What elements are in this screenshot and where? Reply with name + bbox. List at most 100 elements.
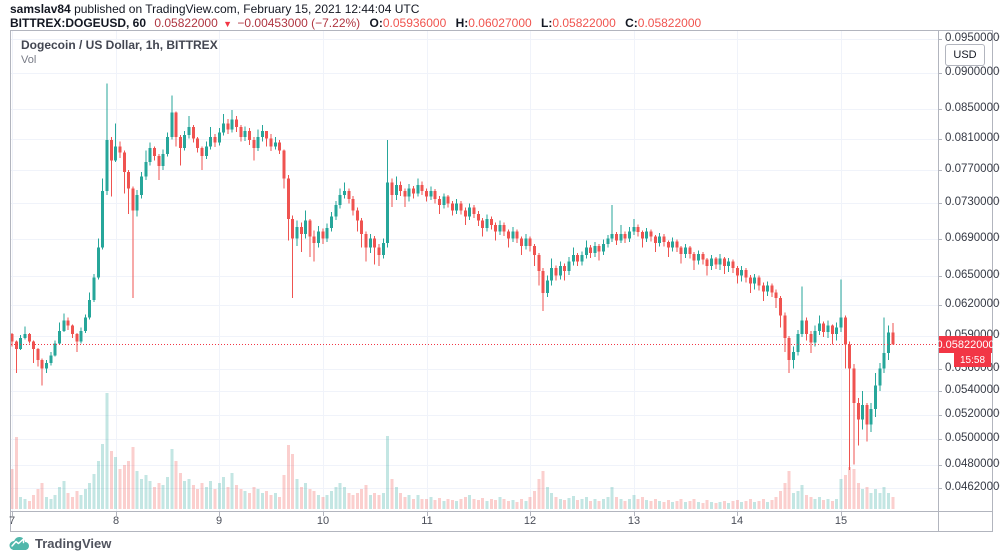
volume-bar [502, 499, 506, 509]
candle-body [649, 231, 653, 237]
candle-wick [300, 222, 302, 253]
close-value: 0.05822000 [637, 16, 702, 30]
candle-body [614, 234, 618, 241]
candlestick-chart-canvas[interactable] [11, 31, 938, 511]
candle-body [545, 280, 549, 294]
candle-wick [378, 243, 380, 267]
candle-body [368, 238, 372, 248]
candle-body [576, 255, 580, 262]
volume-bar [468, 495, 472, 509]
candle-wick [857, 398, 859, 446]
candle-body [532, 245, 536, 255]
volume-bar [200, 483, 204, 509]
volume-bar [463, 497, 467, 509]
candle-body [321, 231, 325, 239]
volume-bar [753, 502, 757, 509]
volume-bar [770, 500, 774, 509]
candle-body [567, 261, 571, 271]
time-axis[interactable]: 7 8 9 10 11 12 13 14 15 [9, 512, 938, 531]
time-tick-label: 8 [112, 515, 120, 527]
candle-wick [464, 207, 466, 226]
candle-body [386, 182, 390, 244]
candle-body [692, 254, 696, 261]
candle-wick [762, 282, 764, 302]
candle-body [304, 220, 308, 235]
volume-bar [299, 487, 303, 509]
volume-bar [49, 499, 53, 509]
price-tick-label: 0.08100000 [945, 132, 1000, 144]
candle-body [589, 247, 593, 254]
candle-body [675, 241, 679, 248]
volume-bar [662, 502, 666, 509]
candle-body [779, 298, 783, 316]
volume-bar [705, 500, 709, 509]
candle-body [822, 323, 826, 332]
volume-bar [291, 454, 295, 509]
price-tick-label: 0.07700000 [945, 163, 1000, 175]
time-tick [116, 512, 117, 516]
candle-wick [115, 123, 117, 163]
volume-bar [792, 493, 796, 509]
candle-body [446, 196, 450, 204]
candle-wick [693, 252, 695, 271]
volume-bar [256, 489, 260, 509]
symbol-line: BITTREX:DOGEUSD, 60 0.05822000 ▼ −0.0045… [10, 16, 701, 30]
candle-body [792, 352, 796, 360]
candle-body [653, 236, 657, 244]
candle-body [468, 207, 472, 217]
time-tick [427, 512, 428, 516]
price-tick [938, 488, 942, 489]
price-axis[interactable]: USD 0.05822000 15:58 0.09500000 0.0900000… [936, 31, 1000, 511]
candle-body [442, 196, 446, 206]
volume-bar [783, 483, 787, 509]
candle-body [718, 258, 722, 265]
volume-bar [412, 499, 416, 509]
volume-bar [580, 499, 584, 509]
candle-body [317, 231, 321, 244]
candle-body [161, 154, 165, 167]
candle-body [580, 255, 584, 262]
candle-body [662, 236, 666, 243]
axis-divider-vertical [938, 31, 939, 531]
last-price: 0.05822000 [154, 16, 218, 30]
tradingview-logo[interactable]: TradingView [8, 536, 111, 551]
volume-bar [459, 499, 463, 509]
candle-body [684, 247, 688, 255]
volume-bar [338, 483, 342, 509]
volume-bar [675, 501, 679, 509]
currency-badge: USD [945, 44, 985, 66]
volume-bar [666, 500, 670, 509]
volume-bar [282, 475, 286, 509]
candle-body [269, 138, 273, 147]
candle-body [170, 112, 174, 138]
volume-bar [602, 499, 606, 509]
candle-body [563, 266, 567, 271]
candle-body [75, 333, 79, 342]
volume-bar [295, 479, 299, 509]
candle-body [92, 277, 96, 301]
volume-bar [66, 493, 70, 509]
volume-bar [744, 501, 748, 509]
volume-bar [127, 461, 131, 509]
candle-body [550, 268, 554, 281]
candle-wick [775, 289, 777, 309]
symbol-interval: BITTREX:DOGEUSD, 60 [10, 16, 147, 30]
time-tick-label: 14 [730, 515, 744, 527]
candle-body [437, 199, 441, 206]
volume-bar [541, 471, 545, 509]
candle-body [697, 254, 701, 261]
candle-wick [313, 230, 315, 262]
volume-bar [554, 497, 558, 509]
candle-body [515, 231, 519, 239]
volume-bar [658, 501, 662, 509]
candle-body [722, 258, 726, 267]
candle-body [252, 140, 256, 148]
candle-body [105, 140, 109, 191]
volume-bar [399, 493, 403, 509]
candle-body [239, 127, 243, 138]
volume-bar [109, 451, 113, 509]
volume-bar [174, 461, 178, 509]
candle-wick [253, 137, 255, 161]
volume-bar [88, 483, 92, 509]
volume-bar [11, 469, 14, 509]
